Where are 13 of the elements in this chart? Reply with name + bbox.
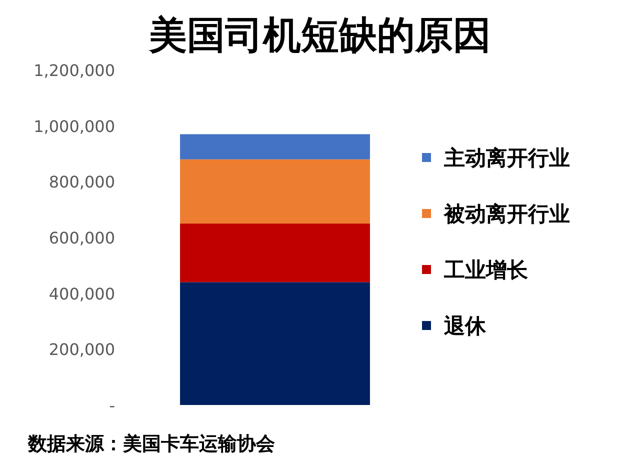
y-tick-label: 800,000 xyxy=(48,172,115,192)
legend-label: 工业增长 xyxy=(443,258,529,282)
y-tick-label: 400,000 xyxy=(48,284,115,304)
legend-label: 被动离开行业 xyxy=(443,202,570,226)
y-tick-label: 600,000 xyxy=(48,228,115,248)
source-note: 数据来源：美国卡车运输协会 xyxy=(27,433,276,455)
legend-label: 退休 xyxy=(443,314,487,338)
y-tick-label: 1,200,000 xyxy=(34,61,115,80)
y-tick-label: - xyxy=(109,396,115,415)
y-tick-label: 200,000 xyxy=(48,340,115,360)
chart-title: 美国司机短缺的原因 xyxy=(148,13,491,57)
y-tick-label: 1,000,000 xyxy=(34,116,115,136)
legend-label: 主动离开行业 xyxy=(443,146,570,170)
